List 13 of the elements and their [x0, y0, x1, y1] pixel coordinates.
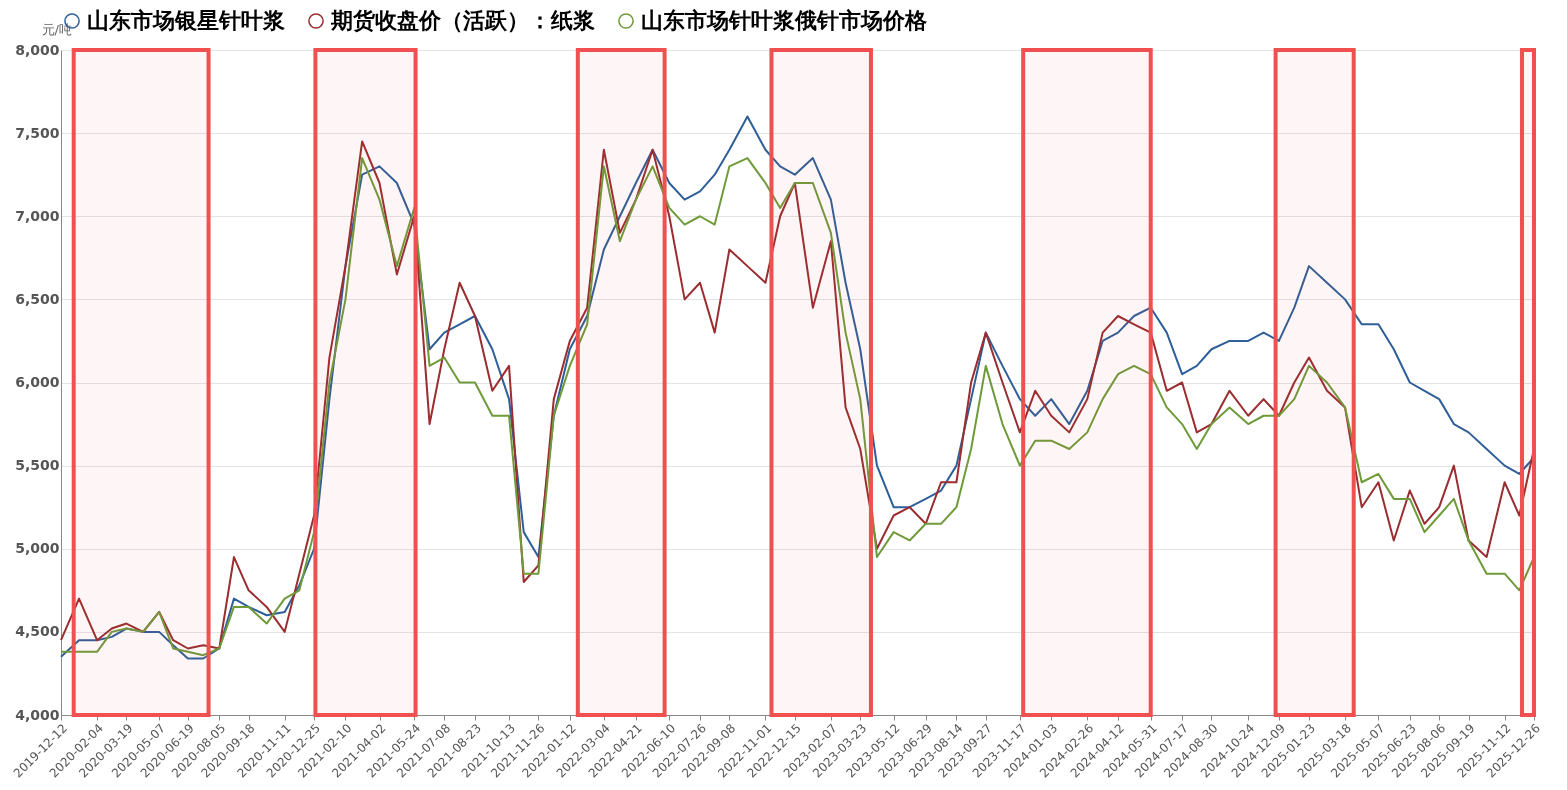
- y-tick-label: 6,000: [15, 374, 60, 390]
- legend-label: 期货收盘价（活跃）：纸浆: [330, 8, 595, 33]
- legend-label: 山东市场银星针叶浆: [87, 8, 285, 33]
- y-axis-title: 元/吨: [41, 21, 72, 37]
- y-tick-label: 7,000: [15, 207, 60, 224]
- y-tick-label: 4,000: [15, 706, 60, 723]
- y-tick-label: 5,500: [15, 457, 60, 474]
- y-tick-label: 6,500: [15, 290, 60, 307]
- y-tick-label: 4,500: [15, 623, 60, 640]
- legend-label: 山东市场针叶浆俄针市场价格: [641, 8, 928, 33]
- y-tick-label: 8,000: [15, 41, 60, 58]
- y-tick-label: 5,000: [15, 540, 60, 557]
- y-tick-label: 7,500: [15, 124, 60, 141]
